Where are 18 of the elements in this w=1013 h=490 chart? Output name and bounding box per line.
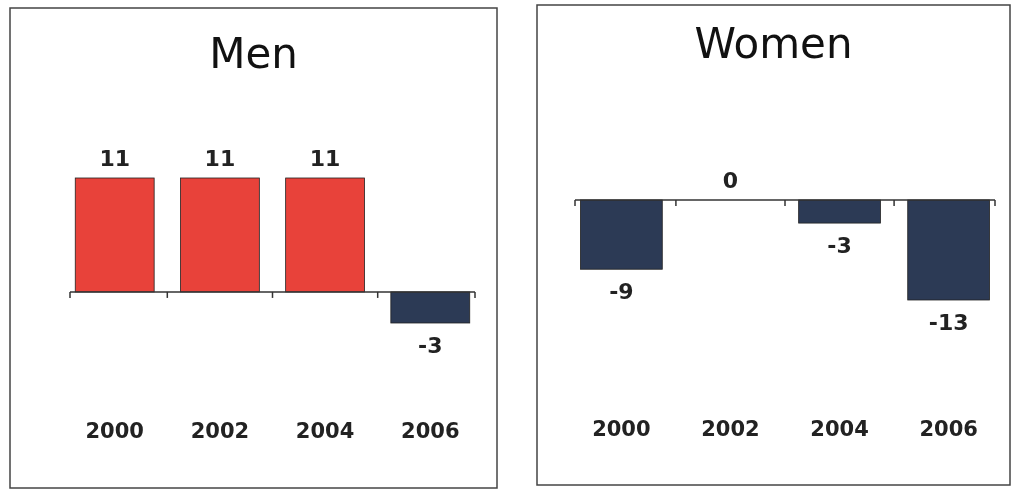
chart-title: Women xyxy=(694,19,853,68)
data-label: -9 xyxy=(609,279,634,305)
data-label: 11 xyxy=(99,146,131,171)
x-tick-label: 2000 xyxy=(592,417,651,441)
data-label: 11 xyxy=(309,146,341,171)
data-label: -13 xyxy=(928,310,969,335)
x-tick-label: 2006 xyxy=(919,417,978,441)
x-tick-label: 2004 xyxy=(295,419,355,443)
chart-title: Men xyxy=(209,29,298,78)
data-label: -3 xyxy=(827,233,852,259)
data-label: 0 xyxy=(722,168,739,193)
x-tick-label: 2004 xyxy=(810,417,869,441)
data-label: -3 xyxy=(418,333,443,358)
x-tick-label: 2002 xyxy=(701,417,760,441)
data-label: 11 xyxy=(204,146,236,171)
x-tick-label: 2000 xyxy=(85,419,144,443)
x-tick-label: 2006 xyxy=(401,419,460,443)
x-tick-label: 2002 xyxy=(190,419,250,443)
